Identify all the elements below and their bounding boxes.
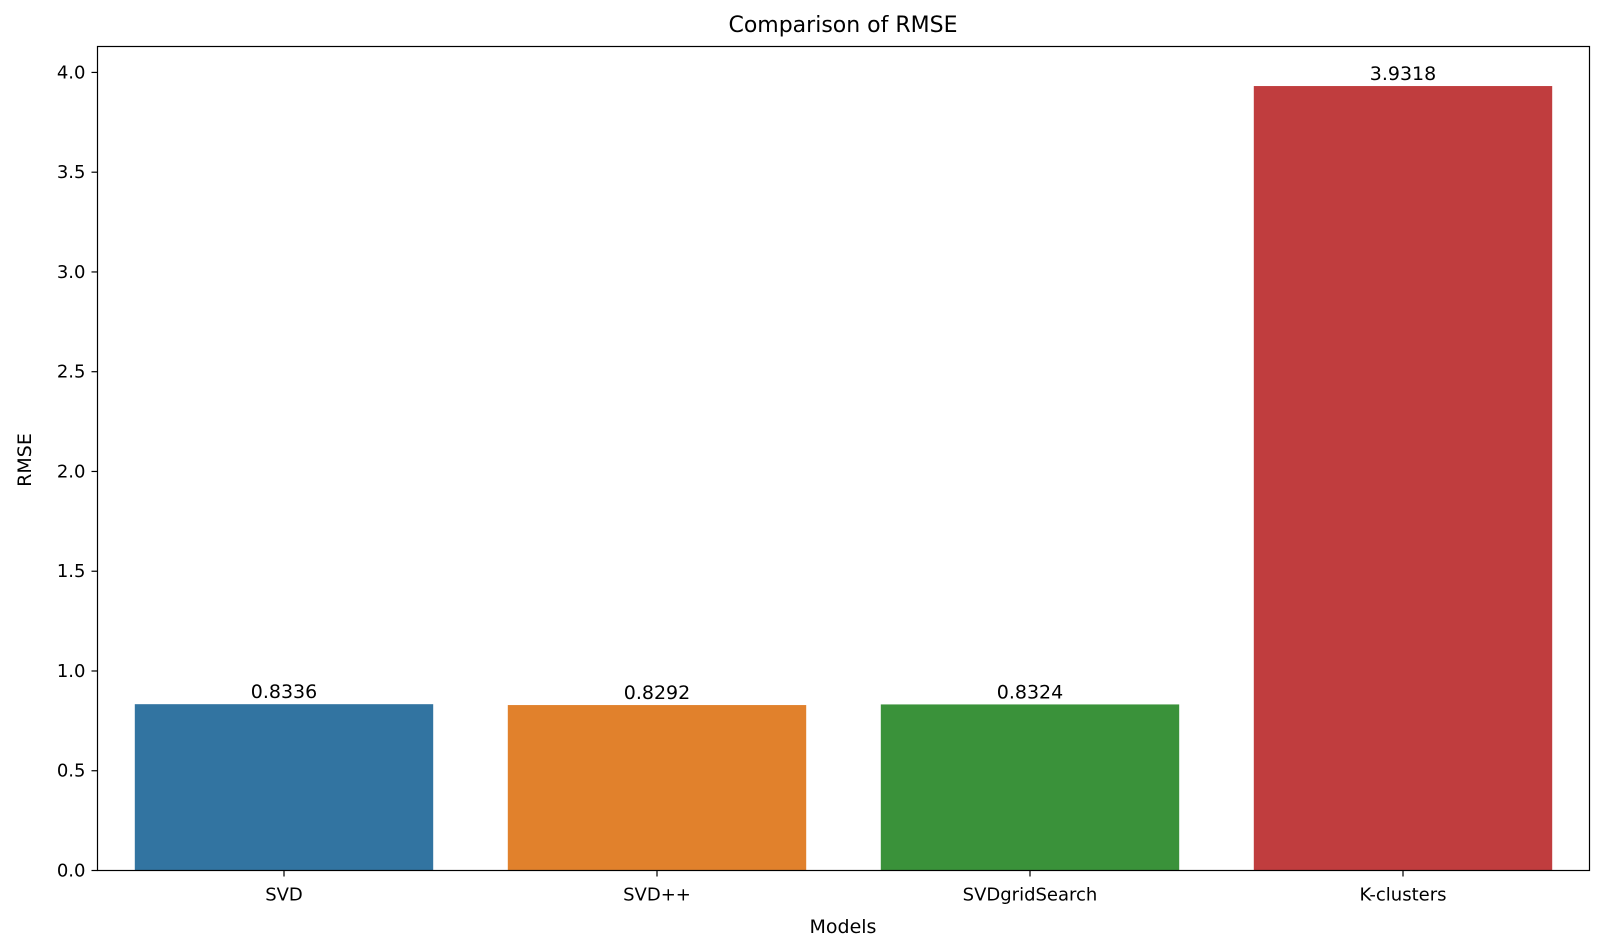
- x-tick-label: SVD++: [623, 885, 691, 906]
- y-tick-label: 4.0: [57, 62, 86, 83]
- plot-area-frame: [96, 45, 1591, 872]
- y-tick-label: 1.0: [57, 661, 86, 682]
- data-label: 0.8324: [997, 681, 1063, 703]
- x-tick-label: SVDgridSearch: [963, 885, 1098, 906]
- y-axis-ticks: 0.0 0.5 1.0 1.5 2.0 2.5 3.0 3.5 4.0: [57, 62, 98, 882]
- x-axis-ticks: SVD SVD++ SVDgridSearch K-clusters: [265, 870, 1447, 906]
- y-tick-label: 0.0: [57, 861, 86, 882]
- bar-svd-: [507, 705, 807, 871]
- y-tick-label: 0.5: [57, 761, 86, 782]
- y-tick-label: 3.0: [57, 262, 86, 283]
- x-tick-label: K-clusters: [1359, 885, 1446, 906]
- bars-group: [134, 86, 1553, 871]
- y-tick-label: 3.5: [57, 162, 86, 183]
- x-axis-label: Models: [810, 916, 877, 938]
- bar-k-clusters: [1253, 86, 1553, 871]
- bar-svd: [134, 704, 434, 871]
- bar-svdgridsearch: [880, 704, 1180, 871]
- chart-title: Comparison of RMSE: [728, 13, 957, 38]
- y-tick-label: 2.0: [57, 461, 86, 482]
- y-axis-label: RMSE: [14, 433, 36, 487]
- data-labels-group: 0.8336 0.8292 0.8324 3.9318: [251, 63, 1436, 704]
- y-tick-label: 2.5: [57, 362, 86, 383]
- data-label: 0.8292: [624, 682, 690, 704]
- data-label: 3.9318: [1370, 63, 1436, 85]
- x-tick-label: SVD: [265, 885, 303, 906]
- data-label: 0.8336: [251, 681, 317, 703]
- y-tick-label: 1.5: [57, 561, 86, 582]
